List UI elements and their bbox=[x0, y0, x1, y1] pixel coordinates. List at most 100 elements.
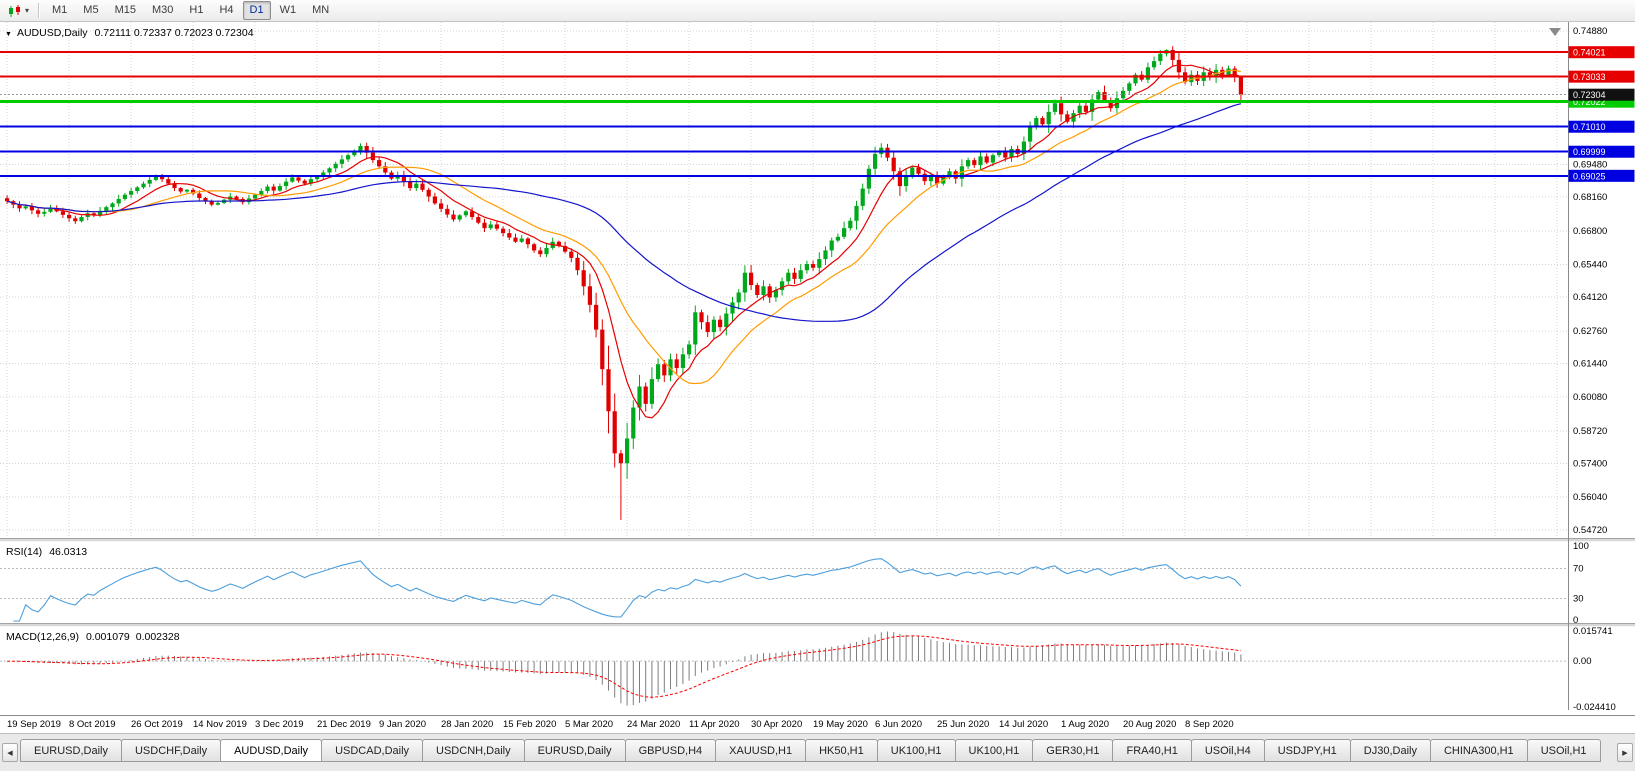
chevron-down-icon: ▾ bbox=[25, 6, 30, 15]
chart-symbol-label: AUDUSD,Daily bbox=[17, 27, 88, 39]
timeframe-button-h4[interactable]: H4 bbox=[219, 4, 234, 16]
axis-label: 0.60080 bbox=[1573, 392, 1607, 403]
price-level-box: 0.69025 bbox=[1573, 171, 1606, 181]
chart-tab-china300-h1[interactable]: CHINA300,H1 bbox=[1429, 739, 1528, 762]
chart-ohlc-header: ▼ AUDUSD,Daily 0.72111 0.72337 0.72023 0.7… bbox=[5, 27, 254, 39]
axis-label: 0.57400 bbox=[1573, 458, 1607, 469]
timeframe-button-mn[interactable]: MN bbox=[312, 4, 330, 16]
chart-tab-usdcnh-daily[interactable]: USDCNH,Daily bbox=[422, 739, 525, 762]
time-axis-label: 6 Jun 2020 bbox=[875, 719, 923, 730]
macd-header: MACD(12,26,9) 0.001079 0.002328 bbox=[6, 631, 180, 643]
time-axis-label: 14 Nov 2019 bbox=[193, 719, 247, 730]
timeframe-button-m5[interactable]: M5 bbox=[83, 4, 99, 16]
chart-tab-uk100-h1[interactable]: UK100,H1 bbox=[876, 739, 956, 762]
chart-tab-dj30-daily[interactable]: DJ30,Daily bbox=[1349, 739, 1431, 762]
time-axis-label: 5 Mar 2020 bbox=[565, 719, 614, 730]
axis-label: 0.62760 bbox=[1573, 326, 1607, 337]
chart-tab-usoil-h4[interactable]: USOil,H4 bbox=[1190, 739, 1265, 762]
time-axis-label: 24 Mar 2020 bbox=[627, 719, 681, 730]
tabs-scroll-right-button[interactable]: ▶ bbox=[1617, 743, 1633, 762]
chart-tab-fra40-h1[interactable]: FRA40,H1 bbox=[1112, 739, 1192, 762]
price-level-box: 0.73033 bbox=[1573, 72, 1606, 82]
chart-tab-usdjpy-h1[interactable]: USDJPY,H1 bbox=[1263, 739, 1351, 762]
axis-label: 0 bbox=[1573, 615, 1578, 626]
rsi-header: RSI(14) 46.0313 bbox=[6, 546, 87, 558]
chart-tab-gbpusd-h4[interactable]: GBPUSD,H4 bbox=[624, 739, 717, 762]
timeframe-button-m15[interactable]: M15 bbox=[114, 4, 136, 16]
axis-label: 0.00 bbox=[1573, 656, 1592, 667]
time-axis-label: 28 Jan 2020 bbox=[441, 719, 494, 730]
timeframe-button-m30[interactable]: M30 bbox=[151, 4, 174, 16]
time-axis-label: 20 Aug 2020 bbox=[1123, 719, 1177, 730]
axis-label: 0.54720 bbox=[1573, 525, 1607, 536]
moving-average-45 bbox=[6, 103, 1242, 322]
axis-label: 0.66800 bbox=[1573, 226, 1607, 237]
chart-tab-audusd-daily[interactable]: AUDUSD,Daily bbox=[220, 739, 323, 762]
toolbar-separator bbox=[38, 3, 40, 18]
moving-averages-layer bbox=[6, 64, 1242, 419]
time-axis-label: 11 Apr 2020 bbox=[689, 719, 740, 730]
chart-area: 0.74880 0.69480 0.68160 0.66800 0.65440 0.641… bbox=[0, 22, 1635, 715]
time-axis-label: 9 Jan 2020 bbox=[379, 719, 427, 730]
time-axis-label: 21 Dec 2019 bbox=[317, 719, 371, 730]
axis-label: 0.64120 bbox=[1573, 292, 1607, 303]
candles-layer bbox=[5, 46, 1243, 520]
timeframe-button-h1[interactable]: H1 bbox=[189, 4, 204, 16]
timeframe-button-d1[interactable]: D1 bbox=[242, 1, 271, 20]
price-chart[interactable]: 0.74880 0.69480 0.68160 0.66800 0.65440 0.641… bbox=[0, 22, 1635, 713]
price-axis: 0.74880 0.69480 0.68160 0.66800 0.65440 0.641… bbox=[1568, 26, 1635, 713]
chart-tab-eurusd-daily[interactable]: EURUSD,Daily bbox=[20, 739, 122, 762]
axis-label: 0.65440 bbox=[1573, 260, 1607, 271]
timeframe-button-m1[interactable]: M1 bbox=[52, 4, 68, 16]
chart-tab-xauusd-h1[interactable]: XAUUSD,H1 bbox=[715, 739, 807, 762]
chart-tab-eurusd-daily[interactable]: EURUSD,Daily bbox=[523, 739, 626, 762]
macd-panel bbox=[0, 631, 1568, 706]
chart-type-button[interactable]: ▾ bbox=[3, 3, 33, 19]
axis-label: -0.024410 bbox=[1573, 702, 1616, 710]
rsi-line bbox=[13, 558, 1242, 622]
time-axis-label: 26 Oct 2019 bbox=[131, 719, 183, 730]
timeframe-buttons: M1 M5 M15 M30 H1 H4 D1 W1 MN bbox=[44, 1, 337, 20]
chart-tab-uk100-h1[interactable]: UK100,H1 bbox=[954, 739, 1034, 762]
toolbar: ▾ M1 M5 M15 M30 H1 H4 D1 W1 MN bbox=[0, 0, 1635, 22]
macd-signal-line bbox=[7, 635, 1241, 698]
chart-ohlc-values: 0.72111 0.72337 0.72023 0.72304 bbox=[95, 27, 254, 39]
axis-label: 0.61440 bbox=[1573, 359, 1607, 370]
chart-tab-usoil-h1[interactable]: USOil,H1 bbox=[1526, 739, 1601, 762]
axis-label: 0.68160 bbox=[1573, 192, 1607, 203]
chart-tab-usdchf-daily[interactable]: USDCHF,Daily bbox=[120, 739, 222, 762]
chart-shift-marker[interactable] bbox=[1549, 28, 1561, 36]
time-axis-label: 1 Aug 2020 bbox=[1061, 719, 1110, 730]
rsi-panel bbox=[0, 558, 1568, 622]
chart-tabbar: ◀ EURUSD,Daily USDCHF,Daily AUDUSD,Daily US… bbox=[0, 733, 1635, 771]
price-level-box: 0.72304 bbox=[1573, 90, 1606, 100]
chart-tab-ger30-h1[interactable]: GER30,H1 bbox=[1032, 739, 1114, 762]
chart-grid bbox=[0, 22, 1568, 538]
time-axis-label: 8 Sep 2020 bbox=[1185, 719, 1234, 730]
symbol-dropdown-icon: ▼ bbox=[5, 31, 12, 38]
chart-tabs: EURUSD,Daily USDCHF,Daily AUDUSD,Daily USDC… bbox=[20, 739, 1615, 762]
timeframe-button-w1[interactable]: W1 bbox=[279, 4, 297, 16]
panel-chrome bbox=[0, 22, 1635, 710]
time-axis-label: 19 Sep 2019 bbox=[7, 719, 61, 730]
tabs-scroll-left-button[interactable]: ◀ bbox=[2, 743, 18, 762]
axis-label: 30 bbox=[1573, 594, 1584, 605]
axis-label: 0.74880 bbox=[1573, 26, 1607, 37]
price-level-box: 0.69999 bbox=[1573, 147, 1606, 157]
time-axis-label: 8 Oct 2019 bbox=[69, 719, 116, 730]
axis-label: 0.69480 bbox=[1573, 160, 1607, 171]
price-level-box: 0.74021 bbox=[1573, 48, 1606, 58]
chart-tab-hk50-h1[interactable]: HK50,H1 bbox=[805, 739, 878, 762]
moving-average-8 bbox=[6, 64, 1242, 419]
time-axis-label: 15 Feb 2020 bbox=[503, 719, 557, 730]
chart-tab-usdcad-daily[interactable]: USDCAD,Daily bbox=[321, 739, 424, 762]
time-axis-label: 30 Apr 2020 bbox=[751, 719, 803, 730]
axis-label: 70 bbox=[1573, 564, 1584, 575]
right-arrow-icon: ▶ bbox=[1622, 749, 1628, 757]
axis-label: 100 bbox=[1573, 541, 1589, 552]
time-axis-label: 25 Jun 2020 bbox=[937, 719, 990, 730]
candlestick-chart-icon bbox=[9, 4, 20, 17]
time-axis: 19 Sep 2019 8 Oct 2019 26 Oct 2019 14 Nov 2… bbox=[0, 715, 1635, 733]
price-level-box: 0.71010 bbox=[1573, 122, 1606, 132]
horizontal-lines-layer[interactable] bbox=[0, 51, 1568, 177]
